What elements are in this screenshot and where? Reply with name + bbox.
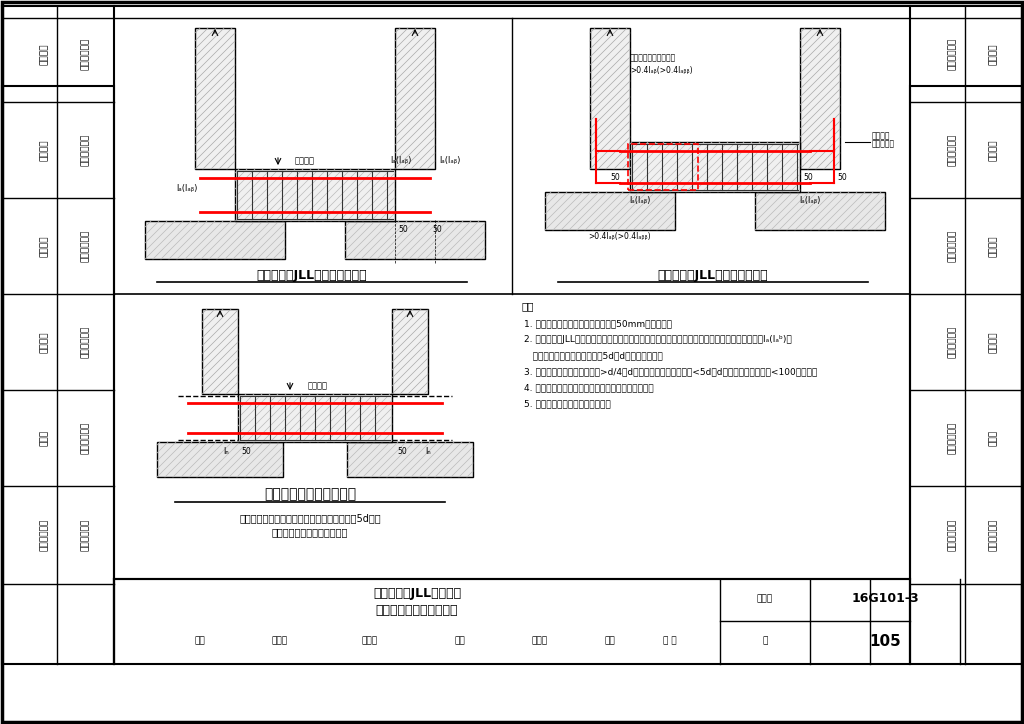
Bar [238,394,392,442]
Text: 桡基础: 桡基础 [988,430,997,446]
Bar [114,579,910,664]
Bar [910,486,1022,584]
Text: 刘国跟: 刘国跟 [531,636,548,646]
Text: 1. 基础联系梁的第一道箋筋距柱边倅50mm开始设置。: 1. 基础联系梁的第一道箋筋距柱边倅50mm开始设置。 [524,319,672,329]
Bar [395,28,435,169]
Text: 基础相关构造: 基础相关构造 [40,519,48,551]
Text: 页: 页 [762,636,768,646]
Text: 2. 基础联系梁JLL配筋构造（二）中基础联系梁上、下部纵筋采用直镑形式时，锚固长度不应小于lₐ(lₐᵇ)，: 2. 基础联系梁JLL配筋构造（二）中基础联系梁上、下部纵筋采用直镑形式时，锚固… [524,335,792,345]
Text: 标准构造详图: 标准构造详图 [947,38,956,70]
Text: 条形基础: 条形基础 [40,235,48,257]
Text: 基础联系梁JLL配筋构造: 基础联系梁JLL配筋构造 [373,587,461,600]
Text: 4. 基础联系梁用于独立基础、条形基础及桡形基础。: 4. 基础联系梁用于独立基础、条形基础及桡形基础。 [524,384,653,392]
Text: 注：: 注： [522,301,535,311]
Text: 且伸出柱中心线长度不应小于5d，d为纵筋筋直径。: 且伸出柱中心线长度不应小于5d，d为纵筋筋直径。 [524,351,663,361]
Text: 标准构造详图: 标准构造详图 [947,422,956,454]
Text: 5. 图中括号内数据用于抗震设计。: 5. 图中括号内数据用于抗震设计。 [524,400,610,408]
Text: >0.4lₐᵦ(>0.4lₐᵦᵦ): >0.4lₐᵦ(>0.4lₐᵦᵦ) [630,65,692,75]
Text: 椿 建: 椿 建 [664,636,677,646]
Text: 条形基础: 条形基础 [988,235,997,257]
Text: 50: 50 [610,174,620,182]
Text: lₐ(lₐᵦ): lₐ(lₐᵦ) [439,156,461,164]
Text: 50: 50 [803,174,813,182]
Bar [347,442,473,477]
Bar [628,144,698,190]
Text: 标准构造详图: 标准构造详图 [81,326,89,358]
Text: 责任图: 责任图 [272,636,288,646]
Text: 搞置在基础上的非框架梁: 搞置在基础上的非框架梁 [376,605,459,618]
Text: 独立基础: 独立基础 [988,139,997,161]
Text: lₐ(lₐᵦ): lₐ(lₐᵦ) [390,156,412,164]
Text: >0.4lₐᵦ(>0.4lₐᵦᵦ): >0.4lₐᵦ(>0.4lₐᵦᵦ) [589,232,651,240]
Text: lₐ(lₐᵦ): lₐ(lₐᵦ) [176,185,198,193]
Text: 基础顶面: 基础顶面 [308,382,328,390]
Bar [202,309,238,394]
Text: 标准构造详图: 标准构造详图 [81,230,89,262]
Text: lₐ(lₐᵦ): lₐ(lₐᵦ) [630,196,650,206]
Text: 制图: 制图 [604,636,615,646]
Text: 笼形基础: 笼形基础 [40,332,48,353]
Bar [590,28,630,169]
Text: 基础顶面: 基础顶面 [295,156,315,166]
Text: 一般构造: 一般构造 [988,43,997,64]
Text: 50: 50 [241,447,251,455]
Text: 联系梁顶面: 联系梁顶面 [872,140,895,148]
Bar [800,28,840,169]
Text: 基础联系梁JLL配筋构造（一）: 基础联系梁JLL配筋构造（一） [257,269,368,282]
Bar [234,169,395,221]
Text: 50: 50 [838,174,847,182]
Text: 16G101-3: 16G101-3 [851,592,919,605]
Text: 标准构造详图: 标准构造详图 [81,38,89,70]
Bar [157,442,283,477]
Bar [755,192,885,230]
Text: 独立基础: 独立基础 [40,139,48,161]
Bar [2,86,114,664]
Bar [392,309,428,394]
Text: 3. 锚固区横向钉筋应满足直径>d/4（d为箋筋最大直径），间距<5d（d为箋筋最小直径）且<100的要求。: 3. 锚固区横向钉筋应满足直径>d/4（d为箋筋最大直径），间距<5d（d为箋筋… [524,368,817,376]
Text: 标准构造详图: 标准构造详图 [947,326,956,358]
Text: 标准构造详图: 标准构造详图 [81,422,89,454]
Text: 标准构造详图: 标准构造详图 [81,519,89,551]
Text: 搞置在基础上的非框架梁: 搞置在基础上的非框架梁 [264,487,356,501]
Bar [2,486,114,584]
Text: lₙ: lₙ [223,447,229,455]
Text: 105: 105 [869,634,901,649]
Text: 标准构造详图: 标准构造详图 [947,230,956,262]
Text: 不作为基础联系梁；梁上部纵筋保护层厚度＜5d时，: 不作为基础联系梁；梁上部纵筋保护层厚度＜5d时， [240,513,381,523]
Text: 笼形基础: 笼形基础 [988,332,997,353]
Text: 50: 50 [432,225,442,235]
Text: lₐ(lₐᵦ): lₐ(lₐᵦ) [800,196,820,206]
Text: 一般构造: 一般构造 [40,43,48,64]
Text: 桡基础: 桡基础 [40,430,48,446]
Text: 标准构造详图: 标准构造详图 [81,134,89,166]
Text: 审核: 审核 [195,636,206,646]
Bar [545,192,675,230]
Text: 50: 50 [397,447,407,455]
Text: 伸至柱外侧纵筋内侧，: 伸至柱外侧纵筋内侧， [630,54,676,62]
Text: 图集号: 图集号 [757,594,773,604]
Text: 基础联系梁JLL配筋构造（二）: 基础联系梁JLL配筋构造（二） [657,269,768,282]
Text: 档案归: 档案归 [361,636,378,646]
Bar [195,28,234,169]
Bar [145,221,285,259]
Text: 50: 50 [398,225,408,235]
Text: 锚固长度范围内应设横向钢筋: 锚固长度范围内应设横向钢筋 [271,527,348,537]
Text: 标准构造详图: 标准构造详图 [947,519,956,551]
Bar [630,142,800,192]
Text: 校对: 校对 [455,636,465,646]
Text: 地下基础: 地下基础 [872,132,891,140]
Bar [910,86,1022,664]
Text: 标准构造详图: 标准构造详图 [947,134,956,166]
Text: lₙ: lₙ [425,447,431,455]
Bar [345,221,485,259]
Text: 基础相关构造: 基础相关构造 [988,519,997,551]
